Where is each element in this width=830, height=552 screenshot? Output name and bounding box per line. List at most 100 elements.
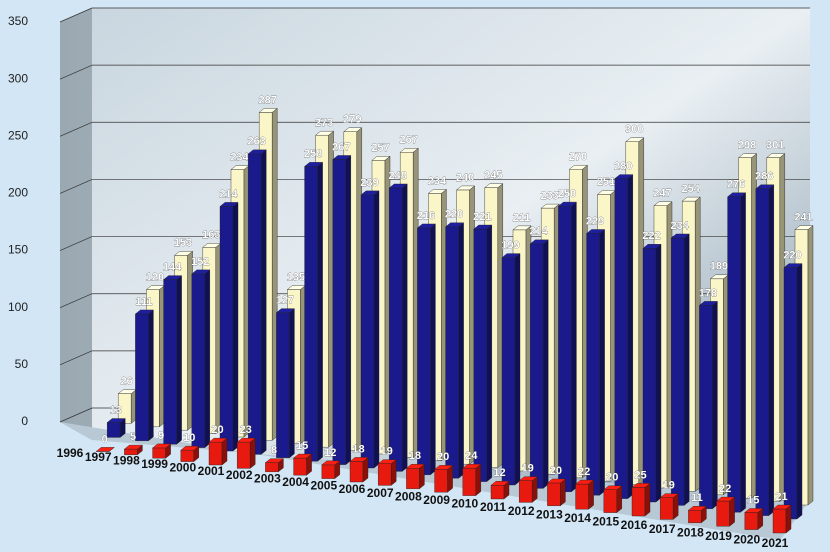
value-label: 234	[230, 151, 249, 163]
bar-face	[575, 479, 595, 485]
bar-face	[783, 267, 798, 520]
x-tick-label: 1996	[57, 446, 84, 460]
value-label: 276	[727, 179, 745, 191]
bar-face	[445, 222, 465, 227]
bar	[117, 389, 137, 424]
value-label: 189	[710, 261, 728, 273]
bar-face	[377, 459, 397, 464]
bar-face	[501, 257, 516, 486]
bar-face	[447, 464, 453, 493]
bar-face	[434, 465, 454, 470]
value-label: 221	[473, 211, 491, 223]
bar-face	[660, 497, 674, 520]
bar-face	[659, 493, 679, 498]
value-label: 251	[597, 176, 615, 188]
value-label: 267	[332, 141, 350, 153]
bar-face	[258, 108, 278, 113]
bar-face	[317, 161, 323, 462]
bar	[360, 190, 380, 469]
value-label: 239	[360, 177, 378, 189]
value-label: 178	[699, 287, 717, 299]
bar-face	[768, 184, 774, 517]
bar-face	[473, 228, 487, 482]
bar-face	[529, 239, 549, 245]
value-label: 214	[219, 188, 238, 200]
grid-line	[59, 407, 93, 423]
bar	[557, 201, 577, 493]
bar-face	[729, 496, 735, 527]
value-label: 220	[783, 249, 801, 261]
bar-face	[671, 237, 685, 506]
bar	[304, 161, 324, 462]
bar-face	[744, 512, 758, 530]
x-tick-label: 2006	[339, 482, 366, 496]
bar-face	[106, 422, 121, 438]
grid-line	[59, 293, 93, 309]
value-label: 301	[766, 140, 784, 152]
value-label: 257	[371, 142, 389, 154]
bar-face	[191, 269, 211, 275]
bar-face	[785, 504, 792, 534]
bar	[575, 479, 595, 510]
bar-face	[343, 127, 363, 132]
bar	[191, 269, 211, 449]
bar-face	[796, 263, 803, 520]
bar-face	[152, 443, 172, 449]
bar-face	[755, 184, 775, 189]
x-tick-label: 2011	[480, 500, 506, 514]
bar	[163, 275, 183, 445]
bar	[264, 458, 284, 473]
bar	[501, 253, 521, 486]
value-label: 254	[682, 183, 701, 195]
bar-face	[462, 463, 482, 469]
value-label: 153	[174, 237, 192, 249]
bar-face	[807, 225, 814, 506]
bar	[134, 309, 154, 442]
value-label: 286	[755, 171, 773, 183]
value-label: 199	[501, 239, 519, 251]
value-label: 279	[343, 114, 361, 126]
bar-face	[249, 437, 256, 469]
bar-face	[614, 178, 628, 499]
value-label: 144	[163, 262, 182, 274]
bar	[670, 233, 690, 506]
bar-face	[490, 481, 510, 486]
bar-face	[135, 313, 149, 441]
value-label: 19	[381, 446, 393, 458]
value-label: 298	[738, 140, 756, 152]
bar-face	[148, 309, 154, 442]
value-label: 19	[522, 463, 534, 475]
bar-face	[191, 273, 206, 448]
x-tick-label: 2004	[282, 475, 309, 489]
value-label: 216	[417, 210, 435, 222]
grid-line	[59, 7, 93, 23]
x-tick-label: 2005	[310, 479, 337, 493]
bar-face	[402, 183, 408, 472]
x-tick-label: 2008	[395, 489, 422, 503]
value-label: 245	[484, 170, 502, 182]
bar-face	[208, 441, 223, 466]
value-label: 248	[389, 170, 407, 182]
bar-face	[716, 500, 730, 527]
bar	[755, 184, 775, 517]
bar-face	[321, 464, 335, 479]
bar-face	[684, 233, 690, 506]
bar-face	[772, 504, 792, 510]
value-label: 287	[259, 94, 277, 106]
bar-face	[514, 253, 521, 486]
bar	[631, 483, 651, 517]
value-label: 120	[146, 272, 164, 284]
bar-face	[219, 202, 239, 207]
bar-face	[388, 183, 408, 189]
value-label: 273	[315, 117, 333, 129]
bar-face	[456, 185, 476, 191]
bar	[614, 174, 634, 500]
value-label: 267	[400, 134, 418, 146]
bar-face	[484, 183, 504, 188]
bar-face	[519, 480, 533, 503]
bar-face	[755, 188, 769, 516]
y-tick-label: 0	[21, 414, 28, 428]
y-tick-label: 100	[8, 300, 28, 314]
y-tick-label: 350	[8, 14, 28, 28]
value-label: 241	[794, 211, 812, 223]
